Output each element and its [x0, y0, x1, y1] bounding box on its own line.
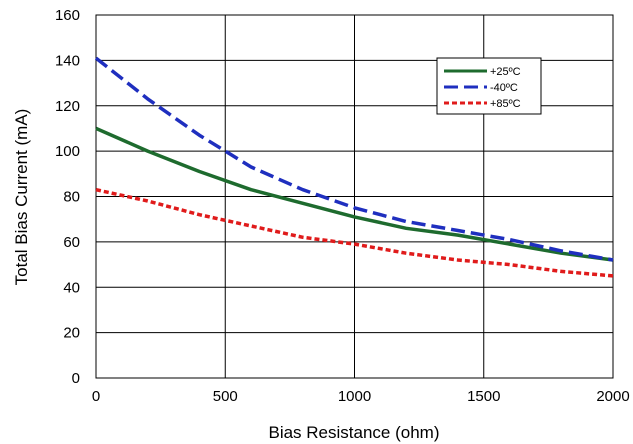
legend: +25ºC -40ºC +85ºC	[437, 58, 541, 114]
legend-label: +25ºC	[490, 66, 521, 78]
legend-label: +85ºC	[490, 98, 521, 110]
y-axis-title: Total Bias Current (mA)	[12, 109, 31, 286]
y-tick-label: 0	[72, 370, 80, 387]
y-tick-label: 160	[55, 7, 80, 24]
x-tick-label: 2000	[596, 388, 629, 405]
y-tick-label: 40	[63, 279, 80, 296]
x-tick-label: 0	[92, 388, 100, 405]
y-tick-label: 80	[63, 189, 80, 206]
y-tick-label: 60	[63, 234, 80, 251]
legend-label: -40ºC	[490, 82, 518, 94]
x-tick-label: 1000	[338, 388, 371, 405]
x-tick-label: 500	[213, 388, 238, 405]
y-tick-label: 140	[55, 52, 80, 69]
y-tick-label: 100	[55, 143, 80, 160]
x-tick-labels: 0 500 1000 1500 2000	[92, 388, 630, 405]
x-tick-label: 1500	[467, 388, 500, 405]
y-tick-labels: 0 20 40 60 80 100 120 140 160	[55, 7, 80, 387]
x-axis-title: Bias Resistance (ohm)	[268, 423, 439, 442]
y-tick-label: 20	[63, 325, 80, 342]
y-tick-label: 120	[55, 98, 80, 115]
